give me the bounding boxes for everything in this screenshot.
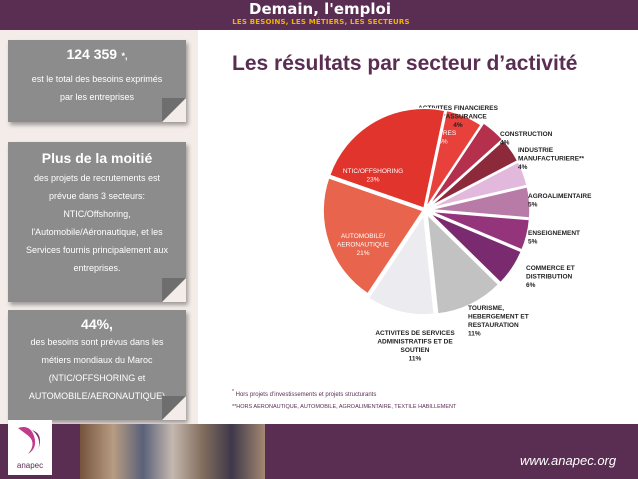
page-curl xyxy=(162,98,186,122)
slice-category-label: ACTIVITES FINANCIERES xyxy=(418,105,498,112)
majority-line: Services fournis principalement aux xyxy=(25,245,169,255)
pie-slice xyxy=(428,139,519,208)
slice-value-label: 6% xyxy=(526,282,536,289)
majority-line: prévue dans 3 secteurs: xyxy=(48,191,146,201)
slice-category-label: MANUFACTURIERE** xyxy=(518,156,585,163)
stat-total-line2: par les entreprises xyxy=(59,92,135,102)
pie-slice xyxy=(367,212,436,316)
pie-slice xyxy=(322,176,425,295)
page-curl xyxy=(162,396,186,420)
footnote-mark: * xyxy=(232,389,234,395)
slice-value-label: 11% xyxy=(468,331,481,338)
footnote-text: Hors projets d’investissements et projet… xyxy=(235,392,377,398)
slice-value-label: 5% xyxy=(528,202,538,209)
stat-card-majority: Plus de la moitié des projets de recrute… xyxy=(8,142,186,302)
slice-value-label: 11% xyxy=(409,356,422,363)
photo-strip xyxy=(80,424,265,479)
slice-category-label: SOUTIEN xyxy=(401,347,430,354)
majority-line: entreprises. xyxy=(73,263,121,273)
slice-category-label: AUTOMOBILE/ xyxy=(341,233,386,240)
website-url: www.anapec.org xyxy=(520,453,617,468)
stat-total-value: 124 359 xyxy=(66,46,118,62)
pie-slice xyxy=(429,160,528,209)
footnote-industry: **HORS AERONAUTIQUE, AUTOMOBILE, AGROALI… xyxy=(232,404,457,410)
slice-value-label: 4% xyxy=(500,140,510,147)
slice-category-label: COMMERCE ET xyxy=(526,265,575,272)
slice-category-label: ENSEIGNEMENT xyxy=(528,230,580,237)
slice-value-label: 23% xyxy=(366,177,379,184)
anapec-logo: anapec xyxy=(8,420,52,475)
pie-slice xyxy=(429,210,531,251)
slice-category-label: ACTIVITES DE SERVICES xyxy=(375,330,455,337)
pie-slice xyxy=(426,212,500,315)
global-jobs-line: AUTOMOBILE/AERONAUTIQUE) xyxy=(28,391,166,401)
slice-value-label: 5% xyxy=(528,239,538,246)
brand-title: Demain, l'emploi xyxy=(249,0,391,18)
slice-value-label: 21% xyxy=(356,250,369,257)
slice-value-label: 4% xyxy=(453,122,463,129)
pie-slice xyxy=(429,185,531,219)
slice-value-label: 4% xyxy=(518,164,528,171)
majority-line: l'Automobile/Aéronautique, et les xyxy=(31,227,163,237)
pie-slice xyxy=(328,107,446,210)
slice-value-label: 6% xyxy=(438,139,448,146)
majority-line: NTIC/Offshoring, xyxy=(63,209,131,219)
stat-card-total: 124 359 *, est le total des besoins expr… xyxy=(8,40,186,122)
slice-category-label: INDUSTRIE xyxy=(518,147,554,154)
slice-category-label: TOURISME, xyxy=(468,305,504,312)
global-jobs-line: (NTIC/OFFSHORING et xyxy=(48,373,146,383)
stat-total-line1: est le total des besoins exprimés xyxy=(31,74,163,84)
global-jobs-line: des besoins sont prévus dans les xyxy=(30,337,164,347)
slice-category-label: DISTRIBUTION xyxy=(526,274,573,281)
stat-card-global-jobs: 44%, des besoins sont prévus dans les mé… xyxy=(8,310,186,420)
slice-category-label: ET D'ASSURANCE xyxy=(429,114,487,121)
slice-category-label: ADMINISTRATIFS ET DE xyxy=(377,339,453,346)
slice-category-label: HEBERGEMENT ET xyxy=(468,314,529,321)
page-title: Les résultats par secteur d’activité xyxy=(232,52,578,75)
sidebar: 124 359 *, est le total des besoins expr… xyxy=(0,30,198,424)
global-jobs-value: 44%, xyxy=(81,316,113,332)
footnote-investments: * Hors projets d’investissements et proj… xyxy=(232,389,376,398)
global-jobs-line: métiers mondiaux du Maroc xyxy=(41,355,153,365)
slice-category-label: CONSTRUCTION xyxy=(500,131,553,138)
pie-slice xyxy=(425,109,483,209)
stat-total-mark: *, xyxy=(121,51,128,61)
brand-subtitle: LES BESOINS, LES MÉTIERS, LES SECTEURS xyxy=(232,18,410,26)
slice-category-label: NTIC/OFFSHORING xyxy=(343,168,403,175)
slice-category-label: AERONAUTIQUE xyxy=(337,242,390,249)
header-bar: Demain, l'emploi LES BESOINS, LES MÉTIER… xyxy=(0,0,638,30)
pie-slice xyxy=(428,212,523,284)
slice-category-label: RESTAURATION xyxy=(468,322,519,329)
slice-category-label: AUTRES xyxy=(430,130,457,137)
sector-pie-chart: AUTRES 6% ACTIVITES FINANCIERES ET D'ASSURA… xyxy=(322,105,592,363)
slice-category-label: AGROALIMENTAIRE xyxy=(528,193,592,200)
logo-text: anapec xyxy=(17,461,43,470)
majority-title: Plus de la moitié xyxy=(41,150,153,166)
pie-slice xyxy=(427,121,504,207)
majority-line: des projets de recrutements est xyxy=(33,173,161,183)
page-curl xyxy=(162,278,186,302)
